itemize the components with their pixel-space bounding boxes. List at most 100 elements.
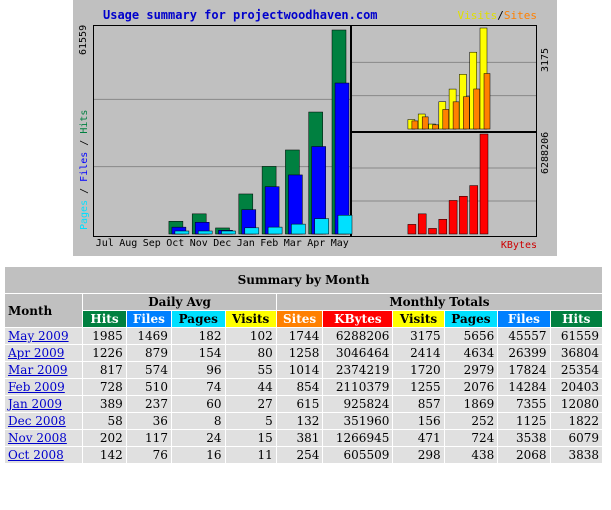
- bar-chart-svg: [94, 27, 536, 235]
- month-tick-dec: Dec: [213, 238, 232, 249]
- value-cell: 45557: [497, 327, 551, 345]
- value-cell: 1869: [443, 395, 499, 413]
- value-cell: 36: [125, 412, 172, 430]
- value-cell: 1125: [497, 412, 551, 430]
- value-cell: 12080: [549, 395, 604, 413]
- value-cell: 117: [125, 429, 172, 447]
- table-caption: Summary by Month: [4, 266, 603, 294]
- kbytes-plot: [351, 131, 537, 237]
- value-cell: 20403: [549, 378, 604, 396]
- value-cell: 728: [82, 378, 127, 396]
- month-tick-oct: Oct: [166, 238, 185, 249]
- sites-bar-may: [483, 73, 491, 130]
- value-cell: 1258: [275, 344, 324, 362]
- month-cell: Oct 2008: [3, 446, 84, 464]
- month-link[interactable]: Nov 2008: [8, 431, 67, 445]
- value-cell: 438: [443, 446, 499, 464]
- monthly-hits-header: Hits: [549, 310, 604, 328]
- sites-bar-mar: [463, 96, 470, 130]
- value-cell: 4634: [443, 344, 499, 362]
- daily-visits-header: Visits: [224, 310, 277, 328]
- value-cell: 182: [170, 327, 226, 345]
- month-tick-feb: Feb: [260, 238, 279, 249]
- value-cell: 5: [224, 412, 277, 430]
- value-cell: 1255: [392, 378, 445, 396]
- usage-graph: Usage summary for projectwoodhaven.com V…: [73, 0, 557, 256]
- value-cell: 254: [275, 446, 324, 464]
- table-row: Jan 2009 389 237 60 27 615 925824 857 1869 7355 12…: [3, 395, 604, 413]
- month-link[interactable]: Mar 2009: [8, 363, 68, 377]
- table-row: Apr 2009 1226 879 154 80 1258 3046464 2414 4634 2…: [3, 344, 604, 362]
- value-cell: 605509: [322, 446, 394, 464]
- month-link[interactable]: Jan 2009: [8, 397, 63, 411]
- month-cell: Apr 2009: [3, 344, 84, 362]
- month-tick-apr: Apr: [307, 238, 326, 249]
- value-cell: 16: [170, 446, 226, 464]
- value-cell: 5656: [443, 327, 499, 345]
- month-link[interactable]: Feb 2009: [8, 380, 65, 394]
- value-cell: 1744: [275, 327, 324, 345]
- value-cell: 74: [170, 378, 226, 396]
- month-cell: Dec 2008: [3, 412, 84, 430]
- value-cell: 2979: [443, 361, 499, 379]
- month-link[interactable]: May 2009: [8, 329, 69, 343]
- value-cell: 237: [125, 395, 172, 413]
- daily-files-header: Files: [125, 310, 172, 328]
- monthly-files-header: Files: [497, 310, 551, 328]
- month-axis: Jul Aug Sep Oct Nov Dec Jan Feb Mar Apr May: [93, 238, 352, 249]
- hits-files-pages-plot: [93, 25, 351, 237]
- month-link[interactable]: Oct 2008: [8, 448, 64, 462]
- value-cell: 61559: [549, 327, 604, 345]
- value-cell: 1720: [392, 361, 445, 379]
- table-row: May 2009 1985 1469 182 102 1744 6288206 3175 565…: [3, 327, 604, 345]
- kbytes-bar-dec: [428, 228, 437, 235]
- value-cell: 27: [224, 395, 277, 413]
- value-cell: 510: [125, 378, 172, 396]
- monthly-sites-header: Sites: [275, 310, 324, 328]
- month-cell: Jan 2009: [3, 395, 84, 413]
- value-cell: 44: [224, 378, 277, 396]
- value-cell: 25354: [549, 361, 604, 379]
- value-cell: 6079: [549, 429, 604, 447]
- monthly-visits-header: Visits: [392, 310, 445, 328]
- month-tick-mar: Mar: [283, 238, 302, 249]
- month-cell: May 2009: [3, 327, 84, 345]
- daily-avg-header: Daily Avg: [82, 293, 277, 311]
- value-cell: 1985: [82, 327, 127, 345]
- table-row: Nov 2008 202 117 24 15 381 1266945 471 724 3538 60…: [3, 429, 604, 447]
- value-cell: 724: [443, 429, 499, 447]
- sites-bar-dec: [432, 124, 439, 130]
- value-cell: 58: [82, 412, 127, 430]
- month-link[interactable]: Apr 2009: [8, 346, 65, 360]
- value-cell: 154: [170, 344, 226, 362]
- month-tick-aug: Aug: [119, 238, 138, 249]
- value-cell: 3838: [549, 446, 604, 464]
- value-cell: 389: [82, 395, 127, 413]
- value-cell: 24: [170, 429, 226, 447]
- pages-bar-nov: [197, 230, 213, 235]
- kbytes-bar-feb: [448, 200, 458, 235]
- value-cell: 80: [224, 344, 277, 362]
- value-cell: 8: [170, 412, 226, 430]
- value-cell: 132: [275, 412, 324, 430]
- value-cell: 36804: [549, 344, 604, 362]
- pages-bar-may: [337, 215, 353, 235]
- value-cell: 26399: [497, 344, 551, 362]
- table-row: Oct 2008 142 76 16 11 254 605509 298 438 2068 3838: [3, 446, 604, 464]
- value-cell: 102: [224, 327, 277, 345]
- value-cell: 2110379: [322, 378, 394, 396]
- files-bar-may: [334, 82, 350, 235]
- value-cell: 298: [392, 446, 445, 464]
- month-link[interactable]: Dec 2008: [8, 414, 66, 428]
- month-tick-jul: Jul: [95, 238, 114, 249]
- table-row: Mar 2009 817 574 96 55 1014 2374219 1720 2979 178…: [3, 361, 604, 379]
- daily-hits-header: Hits: [82, 310, 127, 328]
- value-cell: 6288206: [322, 327, 394, 345]
- month-tick-may: May: [330, 238, 349, 249]
- pages-bar-oct: [174, 230, 190, 235]
- table-row: Dec 2008 58 36 8 5 132 351960 156 252 1125 1822: [3, 412, 604, 430]
- sites-bar-nov: [421, 116, 429, 130]
- month-cell: Mar 2009: [3, 361, 84, 379]
- kbytes-axis-label: KBytes: [500, 240, 537, 251]
- value-cell: 1266945: [322, 429, 394, 447]
